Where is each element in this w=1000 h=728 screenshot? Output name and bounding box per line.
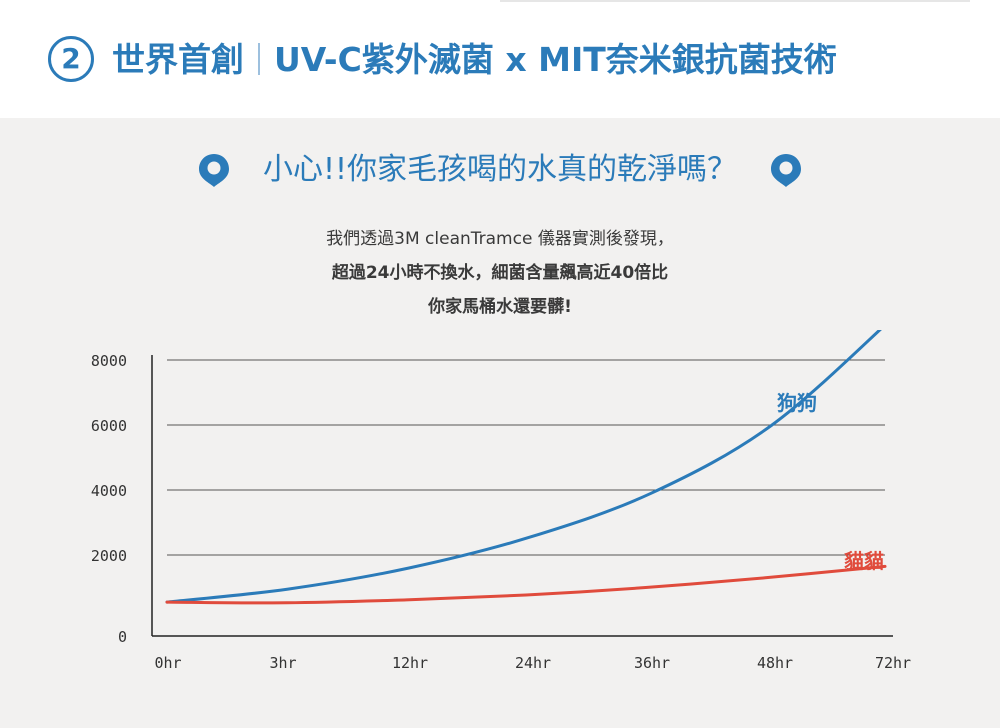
y-tick-label: 2000 <box>91 547 127 565</box>
x-tick-label: 0hr <box>154 654 181 672</box>
x-tick-labels: 0hr 3hr 12hr 24hr 36hr 48hr 72hr <box>154 654 911 672</box>
x-tick-label: 24hr <box>515 654 551 672</box>
y-tick-labels: 0 2000 4000 6000 8000 <box>91 352 127 646</box>
y-tick-label: 8000 <box>91 352 127 370</box>
location-pin-icon <box>198 154 229 187</box>
headline-text: 小心!!你家毛孩喝的水真的乾淨嗎？ <box>262 152 738 187</box>
series-label: 貓貓 <box>844 549 884 573</box>
description-line-2: 超過24小時不換水，細菌含量飆高近40倍比 <box>331 263 669 283</box>
title-separator <box>258 43 260 75</box>
section-header: 2 世界首創 UV-C紫外滅菌 x MIT奈米銀抗菌技術 <box>0 0 1000 118</box>
series-label: 狗狗 <box>777 391 817 415</box>
x-tick-label: 3hr <box>269 654 296 672</box>
title-left: 世界首創 <box>112 40 244 79</box>
content-panel <box>0 118 1000 728</box>
top-divider <box>500 0 970 2</box>
y-tick-label: 4000 <box>91 482 127 500</box>
y-tick-label: 0 <box>118 628 127 646</box>
series-lines <box>165 330 887 605</box>
section-title: 世界首創 UV-C紫外滅菌 x MIT奈米銀抗菌技術 <box>112 38 837 82</box>
gridlines <box>167 359 885 556</box>
location-pin-icon <box>771 154 802 187</box>
series-line-cat <box>165 564 887 605</box>
step-number-badge: 2 <box>48 36 94 82</box>
title-right: UV-C紫外滅菌 x MIT奈米銀抗菌技術 <box>274 40 837 79</box>
description: 我們透過3M cleanTramce 儀器實測後發現， 超過24小時不換水，細菌… <box>0 222 1000 324</box>
x-tick-label: 12hr <box>392 654 428 672</box>
x-tick-label: 72hr <box>875 654 911 672</box>
description-line-1: 我們透過3M cleanTramce 儀器實測後發現， <box>326 229 674 249</box>
bacteria-line-chart: 0 2000 4000 6000 8000 0hr 3hr 12hr 24hr 36hr 48hr… <box>91 330 911 672</box>
y-tick-label: 6000 <box>91 417 127 435</box>
headline: 小心!!你家毛孩喝的水真的乾淨嗎？ <box>0 148 1000 192</box>
x-tick-label: 48hr <box>757 654 793 672</box>
series-line-dog <box>165 330 882 604</box>
x-tick-label: 36hr <box>634 654 670 672</box>
description-line-3: 你家馬桶水還要髒! <box>428 297 572 317</box>
